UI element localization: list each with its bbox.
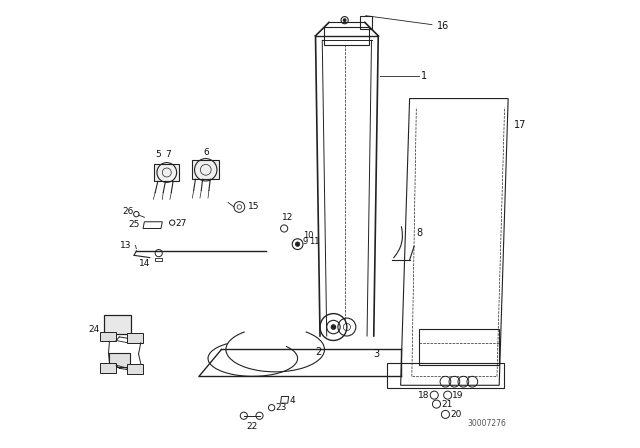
Text: 23: 23	[275, 403, 287, 412]
Bar	[104, 315, 131, 334]
Text: 30007276: 30007276	[467, 419, 506, 428]
Text: 19: 19	[452, 391, 463, 400]
Bar	[192, 160, 219, 179]
Text: 22: 22	[246, 422, 257, 431]
Text: 16: 16	[436, 21, 449, 30]
Text: 26: 26	[123, 207, 134, 216]
Text: 25: 25	[129, 220, 140, 229]
Bar	[127, 333, 143, 343]
Text: 18: 18	[419, 391, 430, 400]
Text: 7: 7	[166, 150, 172, 159]
Text: 9: 9	[303, 237, 308, 246]
Bar	[109, 353, 130, 367]
Text: 27: 27	[176, 219, 187, 228]
Text: 10: 10	[303, 231, 314, 240]
Text: 4: 4	[289, 396, 295, 405]
Bar	[100, 332, 116, 341]
Bar	[100, 363, 116, 373]
Text: 21: 21	[442, 400, 453, 409]
Bar	[387, 363, 504, 388]
Text: 11: 11	[309, 237, 320, 246]
Text: 24: 24	[88, 325, 100, 334]
Circle shape	[332, 325, 336, 329]
Text: 20: 20	[451, 410, 462, 419]
Bar	[127, 364, 143, 374]
Text: 8: 8	[417, 228, 422, 238]
Bar	[154, 164, 179, 181]
Text: 3: 3	[374, 349, 380, 359]
Text: 14: 14	[139, 259, 150, 268]
Text: 5: 5	[155, 150, 161, 159]
Circle shape	[296, 242, 300, 246]
Bar	[360, 16, 371, 29]
Text: 2: 2	[316, 347, 322, 357]
Text: 12: 12	[282, 213, 293, 222]
Bar	[419, 329, 499, 365]
Text: 13: 13	[120, 241, 132, 250]
Text: 1: 1	[421, 71, 427, 81]
Text: 17: 17	[513, 121, 526, 130]
Text: 6: 6	[203, 148, 209, 157]
Bar	[324, 27, 369, 45]
Circle shape	[343, 19, 346, 22]
Text: 15: 15	[248, 202, 260, 211]
